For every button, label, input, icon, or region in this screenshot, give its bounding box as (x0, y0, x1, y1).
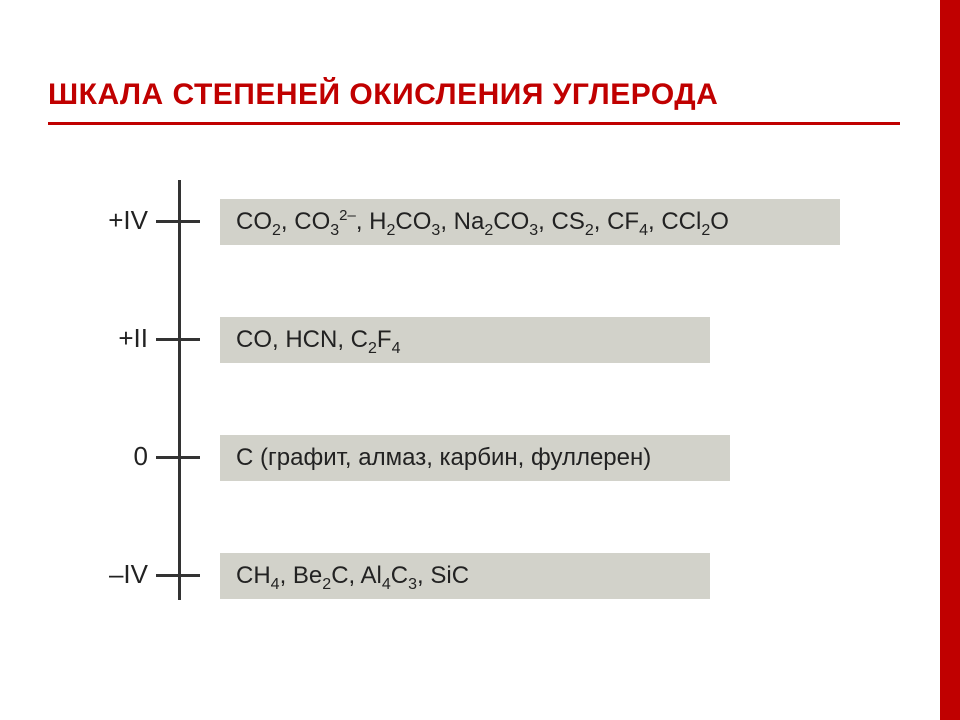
compounds-box: CO, HCN, C2F4 (220, 317, 710, 363)
oxidation-scale-diagram: +IV CO2, CO32–, H2CO3, Na2CO3, CS2, CF4, … (48, 180, 888, 620)
page-title: ШКАЛА СТЕПЕНЕЙ ОКИСЛЕНИЯ УГЛЕРОДА (48, 78, 900, 112)
oxidation-state-label: 0 (88, 441, 148, 472)
oxidation-state-label: +II (88, 323, 148, 354)
compounds-box: C (графит, алмаз, карбин, фуллерен) (220, 435, 730, 481)
oxidation-state-label: –IV (88, 559, 148, 590)
tick-line (156, 338, 200, 341)
tick-line (156, 574, 200, 577)
oxidation-state-label: +IV (88, 205, 148, 236)
compounds-box: CH4, Be2C, Al4C3, SiC (220, 553, 710, 599)
axis-line (178, 180, 181, 600)
tick-line (156, 220, 200, 223)
title-underline: ШКАЛА СТЕПЕНЕЙ ОКИСЛЕНИЯ УГЛЕРОДА (48, 78, 900, 125)
tick-line (156, 456, 200, 459)
accent-bar (940, 0, 960, 720)
compounds-box: CO2, CO32–, H2CO3, Na2CO3, CS2, CF4, CCl… (220, 199, 840, 245)
